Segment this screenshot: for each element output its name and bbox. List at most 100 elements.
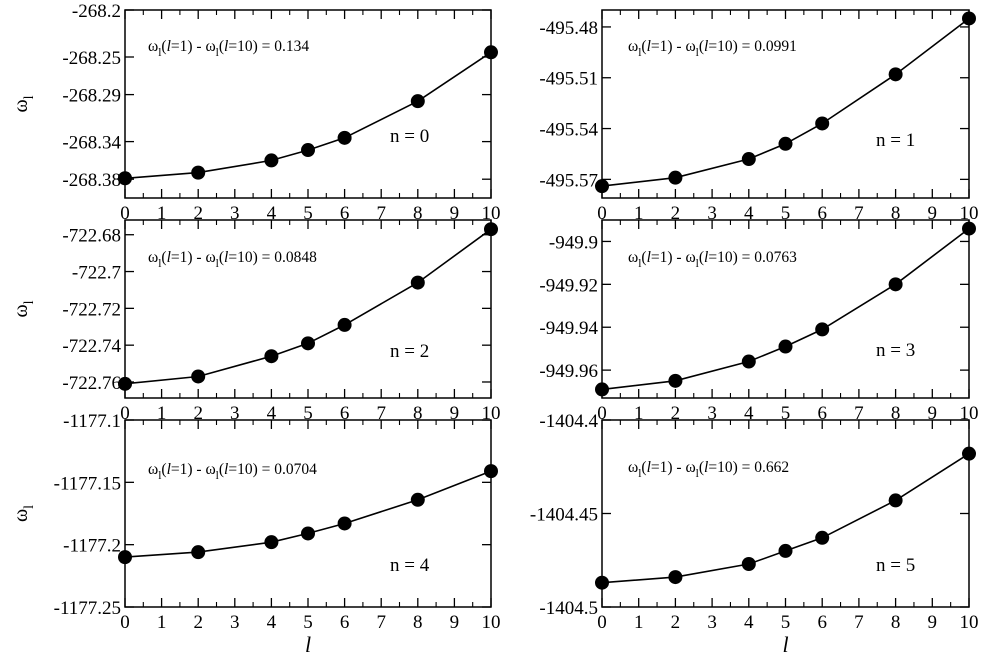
annotation-text: =10) = 0.0763	[708, 249, 797, 266]
panel-1: 0 1 2 3 4 5 6 7 8 9 10 -495.48 -495.51 -495.54 -495.57…	[539, 9, 979, 224]
y-tick-label: -949.96	[539, 361, 598, 382]
panel-3: 0 1 2 3 4 5 6 7 8 9 10 -949.9 -949.92 -949.94 -949.96 ω…	[539, 219, 979, 424]
x-tick-label: 7	[376, 403, 386, 424]
x-tick-label: 1	[634, 403, 644, 424]
data-point	[264, 349, 279, 364]
annotation-omega: ω	[628, 249, 638, 266]
y-tick-label: -722.72	[62, 299, 121, 320]
n-label: n = 3	[876, 340, 915, 361]
annotation-l: l	[704, 38, 708, 55]
y-tick-label: -268.38	[62, 170, 121, 191]
data-point	[191, 545, 206, 560]
x-tick-label: 7	[854, 612, 864, 633]
x-tick-label: 5	[781, 612, 791, 633]
x-tick-label: 2	[671, 612, 681, 633]
data-point	[191, 165, 206, 180]
annotation-text: (	[641, 459, 646, 476]
y-axis-label-sub: l	[22, 505, 37, 509]
x-tick-label: 9	[450, 403, 460, 424]
x-tick-label: 3	[230, 612, 240, 633]
annotation-sub: l	[638, 47, 641, 59]
annotation-sub: l	[638, 468, 641, 480]
x-tick-label: 4	[267, 203, 277, 224]
y-axis-label: ωl	[10, 95, 37, 112]
x-tick-label: 10	[482, 403, 501, 424]
data-point	[264, 535, 279, 550]
data-point	[668, 170, 683, 185]
annotation-text: (	[641, 249, 646, 266]
x-tick-label: 5	[303, 403, 313, 424]
annotation-omega: ω	[685, 38, 695, 55]
y-tick-label: -722.74	[62, 336, 121, 357]
data-point	[301, 143, 315, 158]
x-tick-label: 3	[707, 403, 717, 424]
annotation-text: (	[219, 461, 224, 478]
data-point	[410, 275, 425, 290]
x-tick-label: 6	[817, 403, 827, 424]
y-tick-label: -268.29	[62, 86, 121, 107]
plot-frame	[124, 219, 492, 399]
annotation-l: l	[647, 38, 651, 55]
x-tick-label: 9	[928, 612, 938, 633]
y-tick-label: -722.68	[62, 226, 121, 247]
data-point	[118, 376, 132, 391]
data-point	[484, 222, 498, 237]
y-tick-label: -268.2	[72, 1, 121, 22]
annotation-text: =10) = 0.0848	[228, 249, 317, 266]
y-tick-label: -949.9	[549, 232, 598, 253]
annotation: ωl(l=1) - ωl(l=10) = 0.134	[148, 38, 309, 59]
y-tick-label: -1177.2	[63, 536, 121, 557]
panel-5: 0 1 2 3 4 5 6 7 8 9 10-1404.4-1404.45-1404.5ωl(l=1…	[530, 411, 979, 657]
annotation-text: =1) -	[171, 461, 206, 478]
annotation-text: =1) -	[651, 249, 686, 266]
data-point	[888, 493, 903, 508]
annotation-text: =10) = 0.134	[228, 38, 309, 55]
annotation-text: =1) -	[651, 459, 686, 476]
x-tick-label: 9	[450, 203, 460, 224]
data-point	[668, 570, 683, 585]
x-tick-label: 1	[634, 203, 644, 224]
data-point	[595, 382, 609, 397]
x-tick-label: 9	[450, 612, 460, 633]
x-tick-label: 5	[781, 203, 791, 224]
y-tick-label: -495.57	[539, 170, 598, 191]
x-tick-label: 2	[193, 203, 203, 224]
annotation-text: =10) = 0.0991	[708, 38, 797, 55]
x-tick-label: 10	[960, 203, 979, 224]
y-tick-label: -949.94	[539, 318, 598, 339]
annotation: ωl(l=1) - ωl(l=10) = 0.0991	[628, 38, 797, 59]
series-line	[124, 51, 492, 180]
y-tick-label: -1404.4	[539, 411, 598, 432]
x-tick-label: 6	[817, 612, 827, 633]
x-tick-label: 6	[817, 203, 827, 224]
data-point	[741, 354, 756, 369]
y-tick-label: -1177.25	[54, 598, 121, 619]
annotation-text: (	[161, 249, 166, 266]
x-tick-label: 7	[376, 612, 386, 633]
data-point	[962, 11, 976, 26]
annotation-omega: ω	[685, 249, 695, 266]
annotation-text: =1) -	[171, 38, 206, 55]
annotation: ωl(l=1) - ωl(l=10) = 0.662	[628, 459, 789, 480]
annotation-text: (	[219, 38, 224, 55]
annotation-text: (	[641, 38, 646, 55]
data-point	[118, 171, 132, 186]
annotation-text: (	[699, 459, 704, 476]
data-point	[595, 575, 609, 590]
x-tick-label: 5	[303, 612, 313, 633]
n-label: n = 0	[390, 126, 429, 147]
annotation-sub: l	[638, 258, 641, 270]
x-tick-label: 5	[781, 403, 791, 424]
x-tick-label: 7	[376, 203, 386, 224]
x-tick-label: 4	[744, 203, 754, 224]
annotation-sub: l	[696, 468, 699, 480]
x-tick-label: 8	[891, 403, 901, 424]
data-point	[962, 446, 976, 461]
x-tick-label: 6	[340, 403, 350, 424]
y-axis-label: ωl	[10, 505, 37, 522]
annotation-l: l	[704, 249, 708, 266]
y-axis-label: ωl	[10, 300, 37, 317]
annotation-sub: l	[158, 47, 161, 59]
x-tick-label: 8	[891, 203, 901, 224]
annotation-omega: ω	[148, 461, 158, 478]
